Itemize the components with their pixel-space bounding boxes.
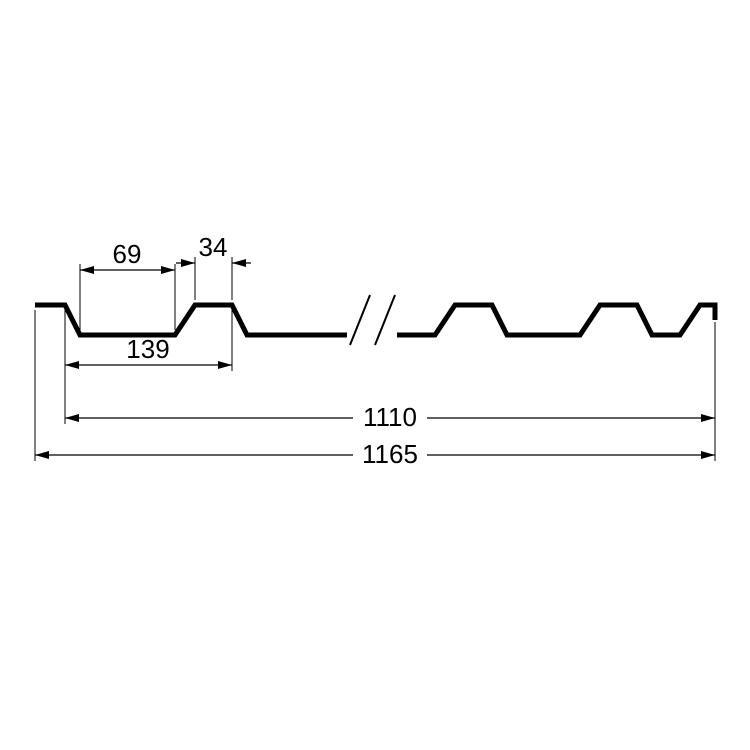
dim-139-label: 139	[126, 334, 169, 364]
dim-69-label: 69	[113, 239, 142, 269]
profile-right	[397, 305, 715, 335]
dim-69: 69	[80, 239, 175, 330]
break-mark-2	[375, 295, 395, 345]
profile-left	[35, 305, 347, 335]
dim-139: 139	[65, 310, 232, 371]
dim-34-label: 34	[199, 232, 228, 262]
dim-1110-label: 1110	[363, 402, 417, 432]
dim-1165-label: 1165	[362, 439, 418, 469]
profile-diagram: 69 34 139 1110 1165	[0, 0, 750, 750]
dim-34: 34	[176, 232, 251, 300]
break-mark-1	[350, 295, 370, 345]
